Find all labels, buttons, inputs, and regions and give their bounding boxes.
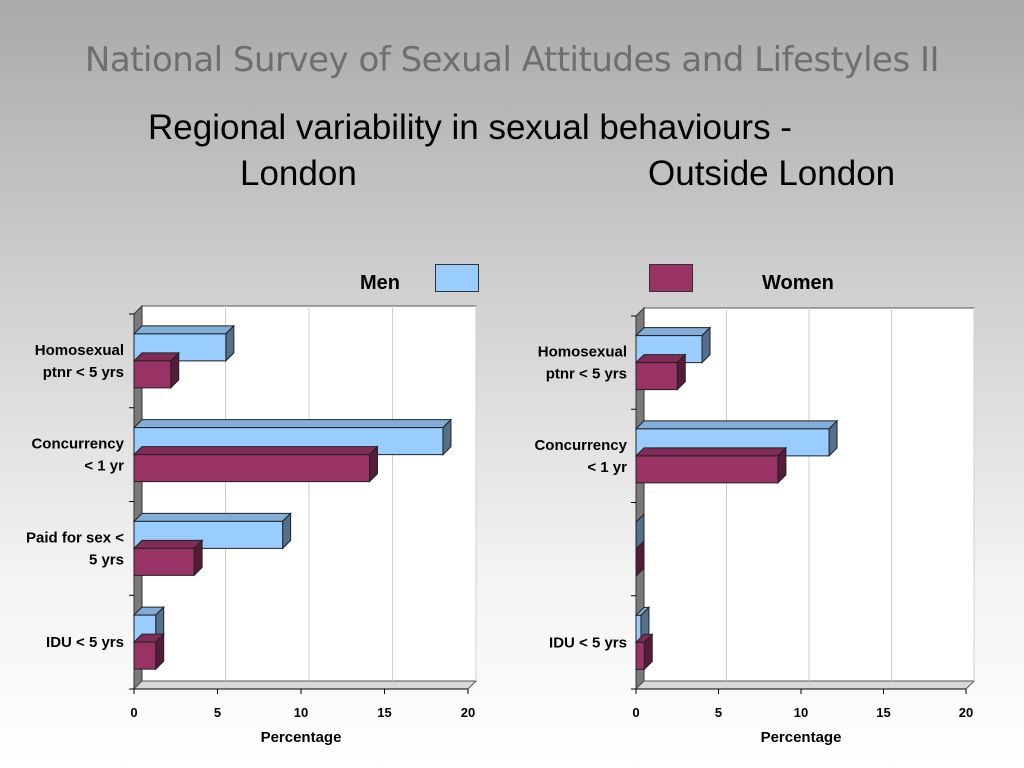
men-x-axis-title: Percentage (261, 729, 342, 746)
women-x-axis-title: Percentage (761, 729, 842, 746)
men-category-label: IDU < 5 yrs (46, 634, 124, 651)
women-floor (634, 680, 976, 690)
women-category-label: < 1 yr (587, 459, 627, 476)
men-bar-london-top (132, 512, 292, 522)
men-bar-outside-london (133, 454, 370, 483)
men-x-tick-label: 10 (294, 705, 308, 720)
women-bar-outside-london-side (635, 539, 645, 578)
men-category-label: < 1 yr (84, 458, 124, 475)
women-category-label: ptnr < 5 yrs (546, 366, 627, 383)
slide-subtitle: Regional variability in sexual behaviour… (148, 108, 792, 147)
men-bar-london-top (132, 325, 236, 335)
women-bar-london-top (634, 327, 712, 337)
legend-label-london: London (240, 154, 357, 193)
men-chart-title: Men (360, 272, 400, 294)
men-category-label: 5 yrs (89, 551, 124, 568)
men-category-label: ptnr < 5 yrs (43, 364, 124, 381)
men-x-tick-label: 20 (461, 705, 475, 720)
men-category-label: Paid for sex < (26, 529, 124, 546)
men-bar-outside-london (133, 641, 157, 670)
men-floor (132, 680, 478, 690)
women-bar-outside-london-top (634, 447, 788, 457)
women-chart-title: Women (762, 272, 834, 294)
women-x-tick-label: 20 (959, 705, 973, 720)
women-category-label: Homosexual (538, 344, 627, 361)
women-bar-london-top (634, 420, 839, 430)
men-bar-london-top (132, 419, 453, 429)
men-category-label: Concurrency (31, 436, 124, 453)
women-bar-outside-london (635, 641, 645, 670)
men-x-tick-label: 5 (214, 705, 221, 720)
men-bar-outside-london (133, 547, 195, 576)
men-x-tick-label: 15 (377, 705, 391, 720)
women-bar-outside-london (635, 362, 678, 391)
men-bar-outside-london-top (132, 446, 379, 456)
slide-title: National Survey of Sexual Attitudes and … (84, 40, 940, 80)
women-bar-outside-london (635, 455, 779, 484)
men-bar-outside-london (133, 360, 172, 389)
men-bar-outside-london-top (132, 539, 204, 549)
legend-label-outside-london: Outside London (648, 154, 896, 193)
women-x-tick-label: 15 (876, 705, 890, 720)
women-x-tick-label: 10 (794, 705, 808, 720)
women-category-label: Concurrency (534, 437, 627, 454)
men-category-label: Homosexual (35, 342, 124, 359)
women-x-tick-label: 0 (632, 705, 639, 720)
women-x-tick-label: 5 (715, 705, 722, 720)
women-category-label: IDU < 5 yrs (549, 634, 627, 651)
men-x-tick-label: 0 (130, 705, 137, 720)
legend-swatch-london (435, 264, 479, 292)
legend-swatch-outside-london (649, 264, 693, 292)
